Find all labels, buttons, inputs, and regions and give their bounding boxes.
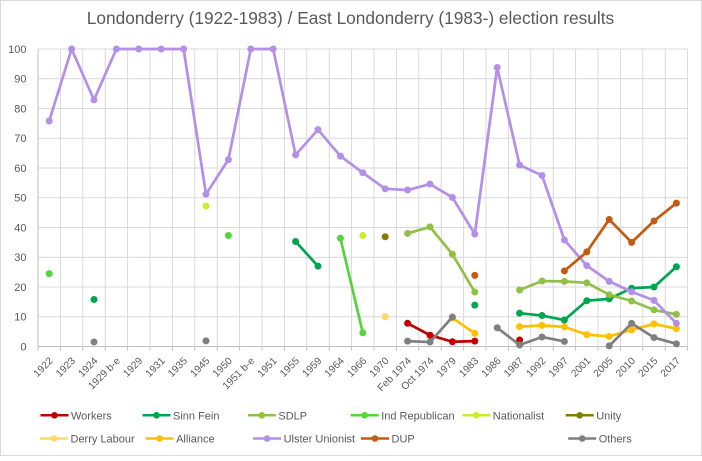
svg-text:100: 100 — [8, 44, 26, 56]
svg-text:40: 40 — [14, 222, 26, 234]
svg-text:0: 0 — [20, 341, 26, 353]
svg-text:SDLP: SDLP — [278, 410, 307, 422]
svg-text:Alliance: Alliance — [176, 433, 215, 445]
svg-text:Derry Labour: Derry Labour — [71, 433, 136, 445]
svg-text:Sinn Fein: Sinn Fein — [173, 410, 219, 422]
svg-text:30: 30 — [14, 252, 26, 264]
svg-text:80: 80 — [14, 103, 26, 115]
svg-text:Unity: Unity — [596, 410, 622, 422]
svg-text:Ulster Unionist: Ulster Unionist — [284, 433, 356, 445]
svg-text:Ind Republican: Ind Republican — [381, 410, 454, 422]
svg-text:Others: Others — [599, 433, 633, 445]
svg-text:Londonderry (1922-1983) / East: Londonderry (1922-1983) / East Londonder… — [87, 8, 615, 28]
svg-text:70: 70 — [14, 133, 26, 145]
svg-text:60: 60 — [14, 163, 26, 175]
svg-text:50: 50 — [14, 193, 26, 205]
svg-text:Nationalist: Nationalist — [493, 410, 544, 422]
svg-text:Workers: Workers — [71, 410, 112, 422]
svg-text:90: 90 — [14, 74, 26, 86]
svg-text:DUP: DUP — [392, 433, 415, 445]
svg-text:10: 10 — [14, 312, 26, 324]
svg-text:20: 20 — [14, 282, 26, 294]
